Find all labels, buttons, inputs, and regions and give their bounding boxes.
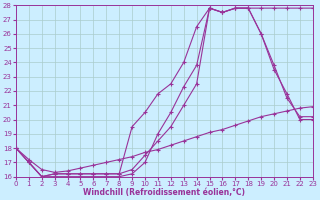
X-axis label: Windchill (Refroidissement éolien,°C): Windchill (Refroidissement éolien,°C) bbox=[84, 188, 245, 197]
